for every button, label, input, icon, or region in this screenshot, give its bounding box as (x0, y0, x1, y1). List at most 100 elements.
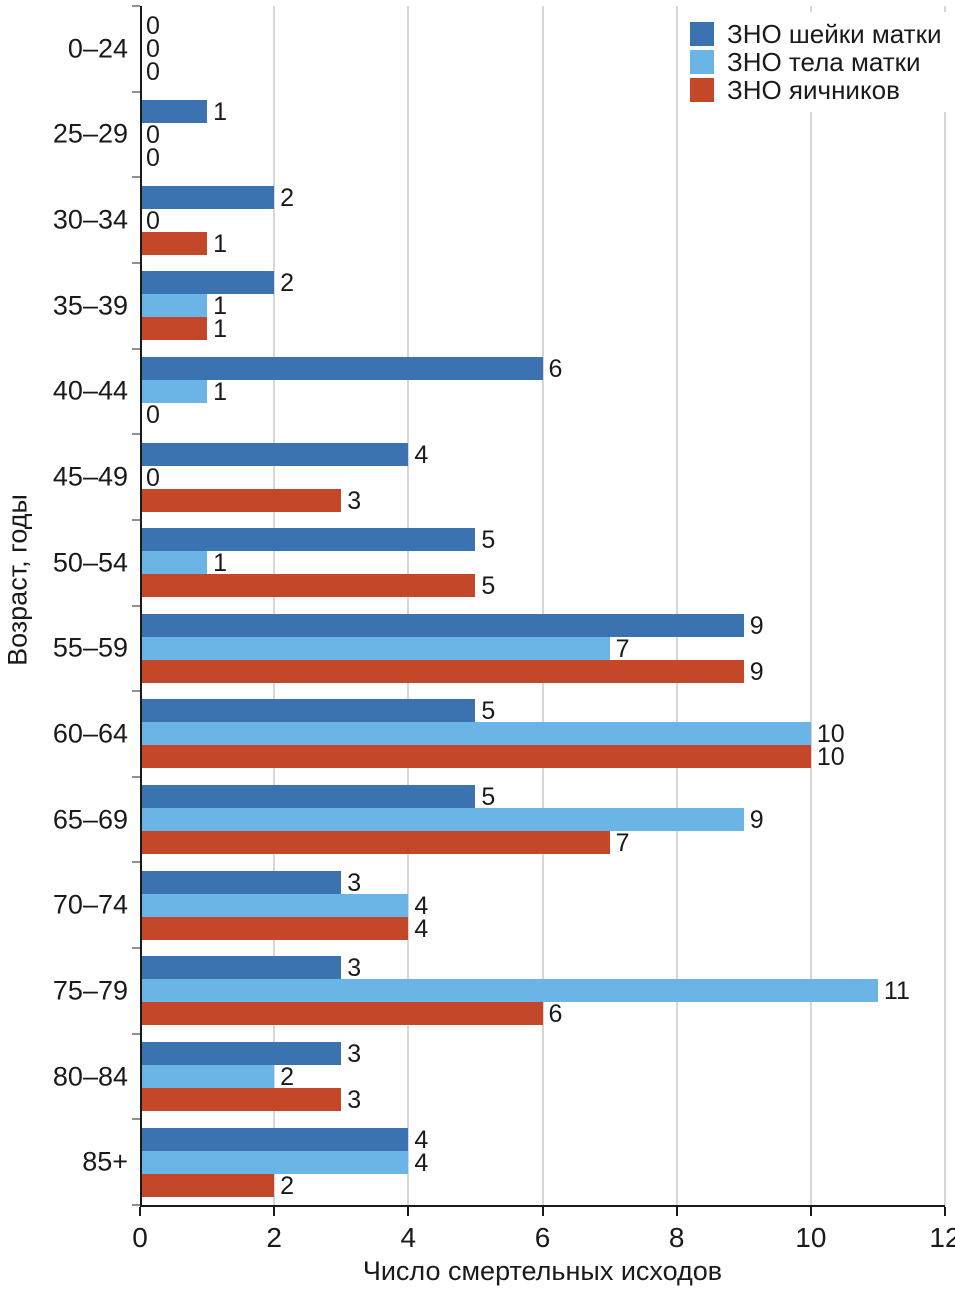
x-tick-label: 10 (795, 1222, 827, 1253)
bar-value-label: 5 (481, 697, 496, 726)
bar-value-label: 3 (347, 1040, 362, 1069)
bar (140, 979, 878, 1003)
legend-item-uterus-body: ЗНО тела матки (690, 47, 941, 77)
bar (140, 785, 476, 809)
category-row: 45–49 4 0 3 (53, 434, 945, 520)
x-axis-tick (809, 1207, 812, 1216)
gridline (407, 6, 410, 1205)
bar (140, 1127, 409, 1151)
y-axis-tick (132, 861, 140, 863)
legend-item-ovaries: ЗНО яичников (690, 74, 941, 105)
bar (140, 1042, 342, 1066)
bar-value-label: 0 (146, 143, 160, 172)
bar-value-label: 4 (414, 891, 429, 920)
bar-value-label: 0 (146, 400, 160, 429)
bar (140, 231, 208, 255)
x-axis-tick (541, 1207, 544, 1216)
bar-value-label: 4 (414, 1125, 429, 1154)
bar (140, 1002, 543, 1026)
gridline (809, 6, 812, 1205)
y-tick-label: 45–49 (52, 461, 128, 492)
bar-value-label: 1 (213, 97, 227, 126)
bar (140, 956, 342, 980)
y-axis-tick (132, 1204, 140, 1206)
bar-value-label: 0 (146, 206, 160, 235)
bar-value-label: 5 (481, 783, 496, 812)
bar-value-label: 7 (615, 829, 630, 858)
bar (140, 356, 543, 380)
category-row: 40–44 6 1 0 (53, 349, 945, 435)
y-axis-tick (132, 1033, 140, 1035)
x-axis-line (140, 1205, 945, 1207)
bar-value-label: 3 (347, 954, 362, 983)
category-row: 30–34 2 0 1 (53, 177, 945, 263)
y-tick-label: 65–69 (52, 804, 128, 835)
gridline (273, 6, 276, 1205)
bar (140, 831, 610, 855)
y-tick-label: 35–39 (52, 290, 128, 321)
category-row: 80–84 3 2 3 (53, 1034, 945, 1120)
bar (140, 916, 409, 940)
x-axis-tick (139, 1207, 141, 1216)
plot-area: 0–24 0 0 0 25–29 1 0 0 30–34 2 0 1 35–39 2 1 1 40–44 6 1 0 4… (53, 5, 955, 1253)
legend-swatch-series-2 (690, 50, 714, 74)
bar (140, 317, 208, 341)
y-axis-tick (132, 348, 140, 350)
legend-item-cervix: ЗНО шейки матки (690, 18, 942, 49)
y-tick-label: 70–74 (52, 889, 128, 920)
bar-value-label: 2 (280, 269, 295, 298)
bar (140, 1065, 275, 1089)
legend-label-series-1: ЗНО шейки матки (727, 18, 942, 49)
y-tick-label: 85+ (82, 1146, 128, 1177)
bar-value-label: 3 (347, 1086, 362, 1115)
bar-value-label: 10 (816, 743, 845, 772)
bar-value-label: 4 (414, 914, 429, 943)
legend: ЗНО шейки матки ЗНО тела матки ЗНО яични… (678, 12, 954, 112)
bar (140, 442, 409, 466)
bar (140, 808, 744, 832)
bar-value-label: 11 (883, 977, 910, 1006)
category-row: 0–24 0 0 0 (68, 6, 945, 92)
bar-value-label: 2 (280, 1063, 295, 1092)
bar-value-label: 0 (146, 463, 160, 492)
bar-value-label: 1 (213, 229, 227, 258)
y-axis-tick (132, 605, 140, 607)
x-axis-tick (273, 1207, 276, 1216)
bar-value-label: 0 (146, 58, 160, 87)
bar-value-label: 6 (548, 1000, 563, 1029)
bar (140, 379, 208, 403)
legend-label-series-3: ЗНО яичников (727, 74, 900, 105)
bar-value-label: 7 (615, 634, 630, 663)
category-row: 55–59 9 7 9 (53, 606, 945, 692)
y-axis-tick (132, 433, 140, 435)
y-axis-tick (132, 1118, 140, 1120)
y-tick-label: 0–24 (67, 33, 128, 64)
bar-value-label: 3 (347, 868, 362, 897)
x-axis-tick (675, 1207, 678, 1216)
legend-swatch-series-3 (690, 78, 714, 102)
category-row: 35–39 2 1 1 (53, 263, 945, 349)
bar (140, 1088, 342, 1112)
bar (140, 636, 610, 660)
bar-value-label: 6 (548, 354, 563, 383)
bar-value-label: 4 (414, 440, 429, 469)
bar (140, 574, 476, 598)
x-axis-tick (944, 1207, 946, 1216)
bar-value-label: 1 (213, 292, 227, 321)
category-row: 85+ 4 4 2 (82, 1119, 945, 1205)
y-tick-label: 55–59 (52, 632, 128, 663)
bar-value-label: 9 (749, 657, 764, 686)
bar-value-label: 5 (481, 526, 496, 555)
bar-value-label: 0 (146, 12, 160, 41)
y-tick-label: 25–29 (52, 118, 128, 149)
y-tick-label: 75–79 (52, 975, 128, 1006)
bar (140, 271, 275, 295)
category-row: 60–64 5 10 10 (53, 691, 945, 777)
y-axis-tick (132, 176, 140, 178)
category-row: 50–54 5 1 5 (53, 520, 945, 606)
y-tick-label: 60–64 (52, 718, 128, 749)
gridline (944, 6, 946, 1205)
x-tick-label: 8 (668, 1222, 685, 1253)
bar-value-label: 1 (213, 549, 227, 578)
